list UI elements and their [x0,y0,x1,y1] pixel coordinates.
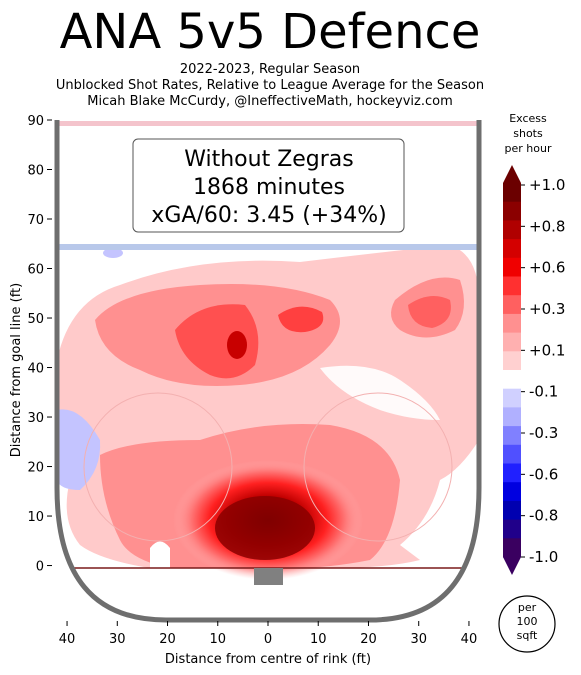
colorbar-segment [503,519,521,539]
annotation-xga: xGA/60: 3.45 (+34%) [151,203,386,228]
subtitle-season: 2022-2023, Regular Season [179,62,361,77]
x-tick-label: 20 [360,632,377,647]
colorbar-tick-label: -0.6 [529,465,558,483]
y-tick-label: 20 [27,461,44,476]
unit-badge-line-1: per [518,601,537,614]
faceoff-dot-right [375,464,381,470]
heat-band-upper-high [175,304,259,379]
cold-area-left [57,409,101,490]
x-tick-label: 40 [461,632,478,647]
colorbar-segment [503,500,521,521]
colorbar-tick-label: -0.8 [529,507,558,525]
y-tick-label: 80 [27,164,44,179]
colorbar-tick-label: -1.0 [529,548,558,566]
faceoff-dot-left [155,464,161,470]
colorbar-segment [503,463,521,483]
colorbar-segment [503,407,521,427]
colorbar-tick-label: +0.1 [529,341,565,359]
x-axis-label: Distance from centre of rink (ft) [165,652,371,667]
y-tick-label: 40 [27,362,44,377]
colorbar-segment [503,370,521,390]
colorbar-segment [503,538,521,558]
subtitle-credit: Micah Blake McCurdy, @IneffectiveMath, h… [87,94,453,109]
y-axis-label: Distance from goal line (ft) [9,283,24,457]
colorbar-segment [503,426,521,446]
heat-core-center [215,496,315,560]
colorbar-segment [503,257,521,277]
goal-net [254,568,283,585]
cold-area-top [103,248,123,258]
x-tick-label: 10 [209,632,226,647]
colorbar-tick-label: -0.1 [529,383,558,401]
heat-layer [57,121,479,580]
faceoff-circle-right [303,392,453,542]
y-tick-label: 0 [36,560,44,575]
colorbar-tick-label: +1.0 [529,176,565,194]
colorbar-segment [503,183,521,203]
unit-badge-line-3: sqft [517,629,538,642]
x-axis: 40 30 20 10 0 10 20 30 40 [59,621,477,647]
subtitle-description: Unblocked Shot Rates, Relative to League… [55,78,485,93]
chart-title: ANA 5v5 Defence [59,4,481,60]
heat-band-upper-right [278,306,324,333]
x-tick-label: 30 [410,632,427,647]
colorbar-segment [503,388,521,408]
heat-gap-left [150,541,170,568]
rink-boards [54,120,482,623]
y-tick-label: 10 [27,510,44,525]
y-tick-label: 90 [27,114,44,129]
heat-band-far-right [408,296,451,328]
colorbar-title-3: per hour [505,142,552,155]
colorbar-segment [503,313,521,334]
colorbar-tick-label: +0.6 [529,259,565,277]
blue-line [57,244,479,250]
colorbar-segment [503,201,521,221]
unit-badge-line-2: 100 [517,615,538,628]
faceoff-circle-left [83,392,233,542]
colorbar-tick-label: +0.8 [529,217,565,235]
annotation-player: Without Zegras [184,147,354,172]
colorbar-max-arrow [503,165,521,183]
colorbar-title-2: shots [513,127,543,140]
colorbar-segment [503,276,521,296]
colorbar-tick-label: +0.3 [529,300,565,318]
colorbar-segment [503,295,521,315]
x-tick-label: 20 [159,632,176,647]
y-tick-label: 70 [27,213,44,228]
colorbar: +1.0 +0.8 +0.6 +0.3 +0.1 -0.1 -0.3 -0.6 -0.8 -1.0 [503,165,565,575]
annotation-box [132,138,405,233]
rink-diagram [54,120,482,623]
y-tick-label: 60 [27,263,44,278]
colorbar-segment [503,332,521,352]
x-tick-label: 10 [310,632,327,647]
unit-badge [498,595,556,653]
heat-peak-upper [227,331,247,359]
colorbar-tick-label: -0.3 [529,424,558,442]
y-tick-label: 50 [27,312,44,327]
colorbar-segment [503,220,521,240]
x-tick-label: 40 [59,632,76,647]
y-axis: 0 10 20 30 40 50 60 70 80 90 [27,114,52,575]
centre-red-line [57,121,479,126]
colorbar-segment [503,444,521,464]
y-tick-label: 30 [27,411,44,426]
colorbar-segment [503,351,521,371]
colorbar-segment [503,239,521,259]
colorbar-min-arrow [503,557,521,575]
x-tick-label: 30 [109,632,126,647]
colorbar-title-1: Excess [509,112,547,125]
annotation-minutes: 1868 minutes [193,175,345,200]
x-tick-label: 0 [264,632,272,647]
colorbar-segment [503,482,521,502]
